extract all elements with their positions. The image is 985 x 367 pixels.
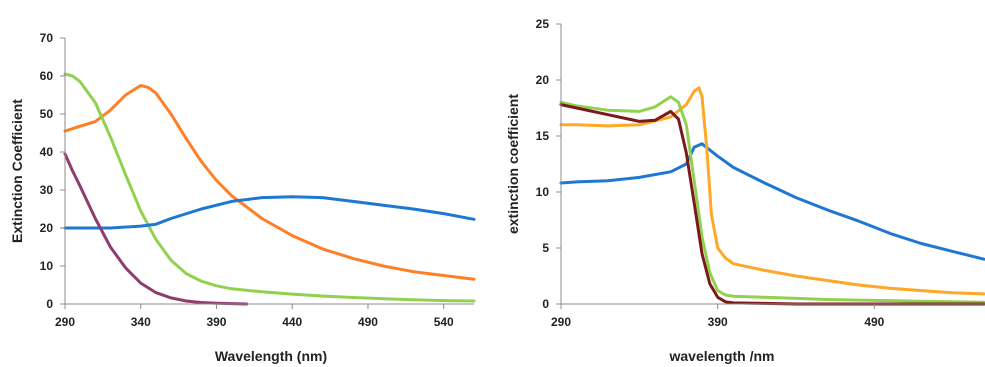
right-chart-x-axis-title: wavelength /nm [668, 348, 774, 364]
left-chart-y-tick-label: 20 [40, 221, 54, 235]
left-chart-series-line-2 [63, 72, 476, 303]
left-chart-x-tick-label: 540 [434, 315, 454, 329]
left-chart-x-tick-label: 490 [358, 315, 378, 329]
left-chart-y-tick-label: 40 [40, 145, 54, 159]
left-chart: 290 340 390 440 490 540 0 10 20 30 40 50 60 70 Wavele… [9, 31, 476, 364]
left-chart-x-tick-label: 440 [282, 315, 302, 329]
right-chart-ticks-group: 290 390 490 0 5 10 15 20 25 [536, 17, 885, 329]
right-chart-y-tick-label: 0 [542, 297, 549, 311]
right-chart-y-axis-title: extinction coefficient [505, 94, 521, 234]
right-chart-series-line-1 [559, 142, 985, 261]
right-chart-y-tick-label: 10 [536, 185, 550, 199]
right-chart-x-tick-label: 290 [551, 315, 571, 329]
left-chart-series-line-1 [63, 84, 476, 281]
right-chart-x-tick-label: 390 [708, 315, 728, 329]
left-chart-y-tick-label: 50 [40, 107, 54, 121]
left-chart-series-line-4 [63, 152, 249, 306]
right-chart-y-tick-label: 5 [542, 241, 549, 255]
left-chart-y-axis-title: Extinction Coefficient [9, 99, 25, 243]
right-chart: 290 390 490 0 5 10 15 20 25 wavelength /nm extin… [505, 17, 985, 364]
left-chart-y-tick-label: 70 [40, 31, 54, 45]
right-chart-x-tick-label: 490 [864, 315, 884, 329]
right-chart-y-tick-label: 20 [536, 73, 550, 87]
left-chart-y-tick-label: 0 [46, 297, 53, 311]
left-chart-ticks-group: 290 340 390 440 490 540 0 10 20 30 40 50 60 70 [40, 31, 454, 329]
left-chart-y-tick-label: 60 [40, 69, 54, 83]
left-chart-x-tick-label: 390 [206, 315, 226, 329]
left-chart-y-tick-label: 30 [40, 183, 54, 197]
left-chart-x-tick-label: 290 [55, 315, 75, 329]
right-chart-series-line-3 [559, 95, 985, 304]
left-chart-x-tick-label: 340 [131, 315, 151, 329]
right-chart-y-tick-label: 25 [536, 17, 550, 31]
left-chart-series-line-3 [63, 195, 476, 230]
left-chart-y-tick-label: 10 [40, 259, 54, 273]
right-chart-y-tick-label: 15 [536, 129, 550, 143]
left-chart-x-axis-title: Wavelength (nm) [215, 348, 327, 364]
left-chart-series-group [63, 72, 476, 306]
